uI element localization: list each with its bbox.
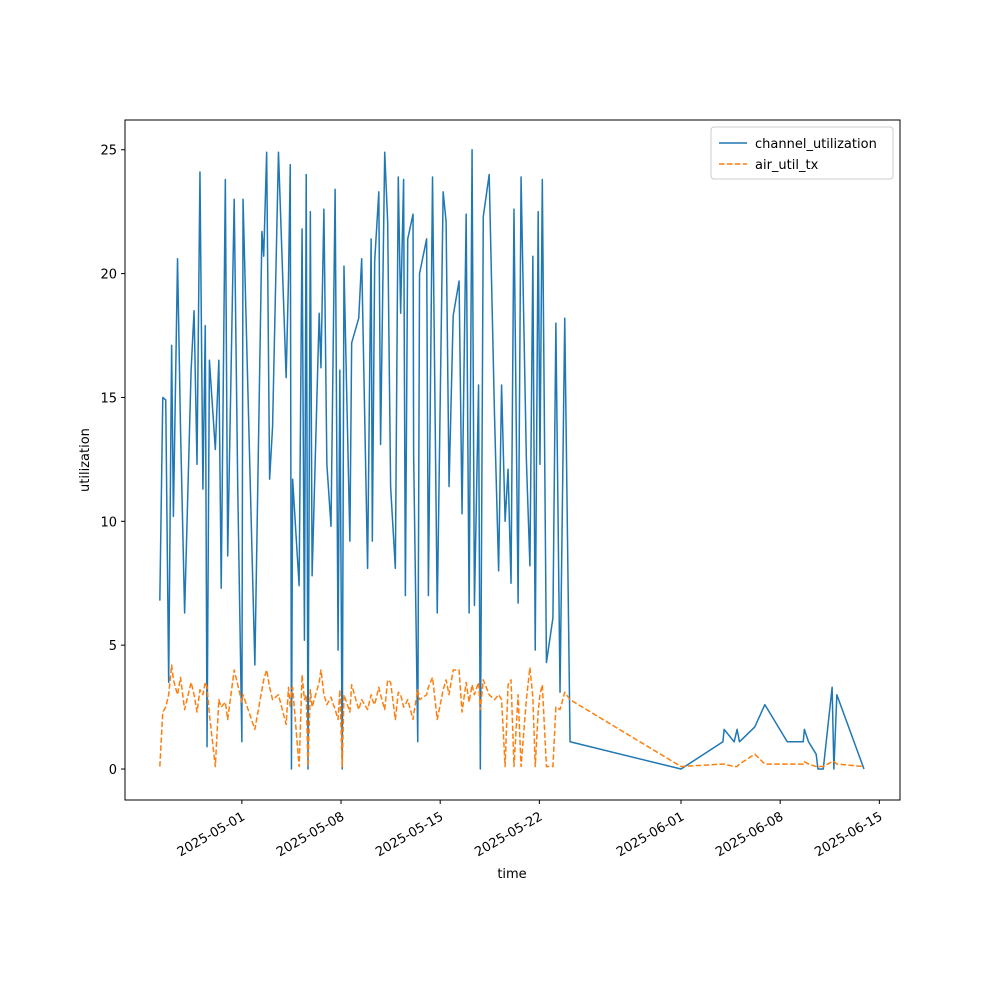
legend-label: air_util_tx bbox=[755, 158, 819, 173]
plot-frame bbox=[124, 119, 901, 801]
x-tick-label: 2025-05-15 bbox=[373, 809, 446, 860]
y-tick-label: 0 bbox=[109, 763, 117, 778]
y-tick-label: 10 bbox=[100, 515, 117, 530]
y-tick-label: 20 bbox=[100, 268, 117, 283]
x-tick-label: 2025-06-01 bbox=[614, 809, 687, 860]
x-tick-label: 2025-06-15 bbox=[812, 809, 885, 860]
x-tick-label: 2025-05-22 bbox=[472, 809, 545, 860]
y-tick-label: 15 bbox=[100, 391, 117, 406]
x-tick-label: 2025-05-01 bbox=[175, 809, 248, 860]
x-tick-label: 2025-06-08 bbox=[713, 809, 786, 860]
y-axis-label: utilization bbox=[78, 428, 93, 492]
legend-box bbox=[710, 126, 894, 180]
x-tick-label: 2025-05-08 bbox=[274, 809, 347, 860]
x-axis-label: time bbox=[497, 867, 526, 882]
legend-label: channel_utilization bbox=[755, 137, 877, 152]
y-tick-label: 25 bbox=[100, 144, 117, 159]
series-line bbox=[159, 148, 865, 770]
y-tick-label: 5 bbox=[109, 639, 117, 654]
series-line bbox=[159, 664, 865, 768]
